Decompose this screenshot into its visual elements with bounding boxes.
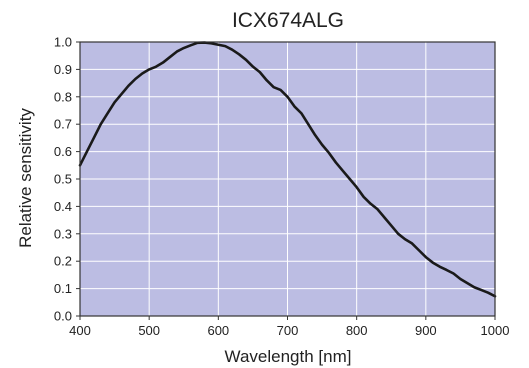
chart-title: ICX674ALG xyxy=(232,9,344,32)
y-tick-label: 1.0 xyxy=(54,35,72,50)
y-tick-label: 0.4 xyxy=(54,199,72,214)
y-tick-label: 0.2 xyxy=(54,254,72,269)
x-tick-label: 1000 xyxy=(481,323,510,338)
y-tick-label: 0.0 xyxy=(54,309,72,324)
x-tick-label: 700 xyxy=(277,323,299,338)
x-tick-label: 500 xyxy=(138,323,160,338)
y-tick-label: 0.1 xyxy=(54,281,72,296)
series-line-sensitivity xyxy=(78,41,497,298)
x-tick-label: 800 xyxy=(346,323,368,338)
y-tick-label: 0.3 xyxy=(54,226,72,241)
axis-ticks: 400 500 600 700 800 900 1000 0.0 0.1 0.2 0.3 0.4 0.5… xyxy=(54,35,510,339)
y-tick-label: 0.8 xyxy=(54,89,72,104)
x-tick-label: 900 xyxy=(415,323,437,338)
y-tick-label: 0.5 xyxy=(54,172,72,187)
y-axis-label: Relative sensitivity xyxy=(16,108,35,248)
x-tick-label: 400 xyxy=(69,323,91,338)
y-tick-label: 0.9 xyxy=(54,62,72,77)
x-axis-label: Wavelength [nm] xyxy=(225,347,352,366)
y-tick-label: 0.6 xyxy=(54,144,72,159)
x-tick-label: 600 xyxy=(207,323,229,338)
y-tick-label: 0.7 xyxy=(54,117,72,132)
